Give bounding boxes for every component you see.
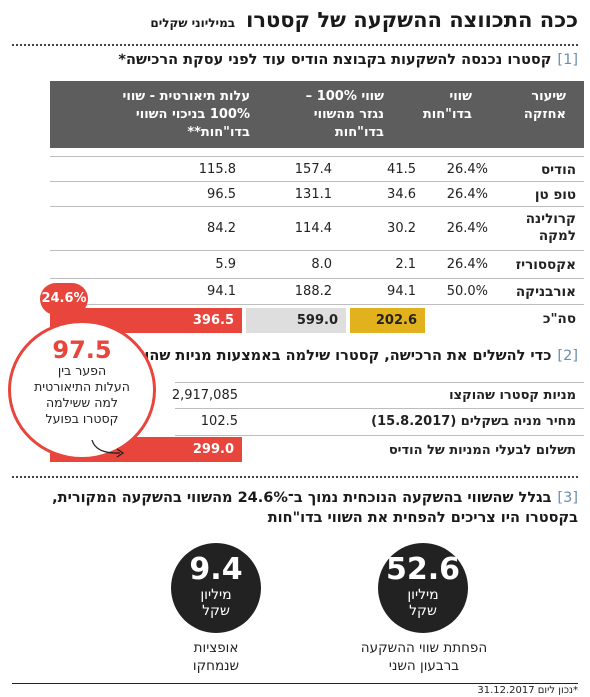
row-divider (50, 206, 584, 207)
gap-bubble: 97.5 הפער בין העלות התיאורטית למה ששילמה… (8, 320, 156, 460)
gap-caption: הפער בין העלות התיאורטית למה ששילמה קסטר… (34, 363, 130, 426)
title-unit: במיליוני שקלים (150, 16, 236, 30)
col-holding-header: שיעור אחזקה (523, 89, 566, 122)
row-divider (175, 408, 584, 409)
page-title: ככה התכווצה ההשקעה של קסטרו (246, 8, 578, 32)
writedown-circle: 52.6 מיליון שקל (378, 543, 468, 633)
cell-theoretical: 5.9 (215, 257, 236, 272)
col-reported-header: שווי בדו"חות (422, 89, 472, 122)
footnote-divider (12, 683, 578, 684)
gap-value: 97.5 (52, 336, 112, 364)
options-value: 9.4 (189, 552, 243, 587)
cell-holding: 26.4% (446, 162, 488, 177)
section1-heading-text: קסטרו נכנסה להשקעות בקבוצת הודיס עוד לפנ… (118, 52, 552, 68)
section1-number: [1] (557, 52, 578, 68)
options-caption: אופציות שנמחקו (192, 640, 240, 674)
percent-badge: 24.6% (40, 283, 88, 315)
row-divider (175, 435, 584, 436)
footnote: *נכון ליום 31.12.2017 (477, 685, 578, 696)
cell-reported: 30.2 (387, 221, 416, 236)
table-row-label: טופ טן (534, 187, 576, 203)
cell-full: 8.0 (311, 257, 332, 272)
row-divider (50, 278, 584, 279)
cell-theoretical: 96.5 (207, 187, 236, 202)
cell-full: 114.4 (294, 221, 332, 236)
section3-number: [3] (557, 490, 578, 506)
payment-label: תשלום לבעלי המניות של הודיס (388, 443, 576, 458)
total-full-cell: 599.0 (246, 308, 346, 333)
cell-reported: 94.1 (387, 284, 416, 299)
cell-holding: 50.0% (446, 284, 488, 299)
options-circle: 9.4 מיליון שקל (171, 543, 261, 633)
cell-reported: 34.6 (387, 187, 416, 202)
cell-theoretical: 115.8 (198, 162, 236, 177)
cell-full: 188.2 (294, 284, 332, 299)
col-theoretical-header: עלות תיאורטית - שווי 100% בניכוי השווי בדו… (122, 89, 250, 140)
gap-arrow-icon (91, 439, 125, 458)
row-divider (50, 304, 584, 305)
table1-header: שיעור אחזקה שווי בדו"חות שווי 100% – נגזר מ… (50, 81, 584, 148)
section3-heading: [3]בגלל שהשווי בהשקעה הנוכחית נמוך ב־24.… (52, 490, 578, 526)
table-row-label: אורבניקה (515, 284, 576, 300)
row-divider (50, 156, 584, 157)
allocated-shares-value: 2,917,085 (171, 388, 238, 403)
table-row-label: אקססוריז (515, 257, 576, 273)
cell-full: 157.4 (294, 162, 332, 177)
title-row: ככה התכווצה ההשקעה של קסטרו במיליוני שקל… (12, 8, 578, 40)
cell-theoretical: 84.2 (207, 221, 236, 236)
total-reported-cell: 202.6 (350, 308, 425, 333)
col-full-header: שווי 100% – נגזר מהשווי בדו"חות (305, 89, 384, 140)
writedown-caption: הפחתת שווי ההשקעה ברבעון השני (360, 640, 488, 674)
section2-heading-text: כדי להשלים את הרכישה, קסטרו שילמה באמצעו… (119, 348, 552, 364)
row-divider (50, 250, 584, 251)
share-price-label: מחיר מניה בשקלים (15.8.2017) (371, 414, 576, 429)
cell-full: 131.1 (294, 187, 332, 202)
table-row-label: הודיס (541, 162, 576, 178)
section-divider (12, 476, 578, 478)
cell-holding: 26.4% (446, 221, 488, 236)
row-divider (50, 181, 584, 182)
title-divider (12, 44, 578, 46)
share-price-value: 102.5 (200, 414, 238, 429)
cell-holding: 26.4% (446, 187, 488, 202)
cell-theoretical: 94.1 (207, 284, 236, 299)
row-divider (175, 382, 584, 383)
table-row-label: קרולינה למקה (525, 211, 576, 244)
cell-reported: 2.1 (395, 257, 416, 272)
section1-heading: [1] קסטרו נכנסה להשקעות בקבוצת הודיס עוד … (12, 52, 578, 68)
cell-reported: 41.5 (387, 162, 416, 177)
total-row-label: סה"כ (542, 311, 576, 327)
cell-holding: 26.4% (446, 257, 488, 272)
section2-heading: [2] כדי להשלים את הרכישה, קסטרו שילמה באמ… (119, 348, 578, 364)
section2-number: [2] (557, 348, 578, 364)
writedown-value: 52.6 (385, 552, 461, 587)
allocated-shares-label: מניות קסטרו שהוקצו (449, 388, 576, 403)
